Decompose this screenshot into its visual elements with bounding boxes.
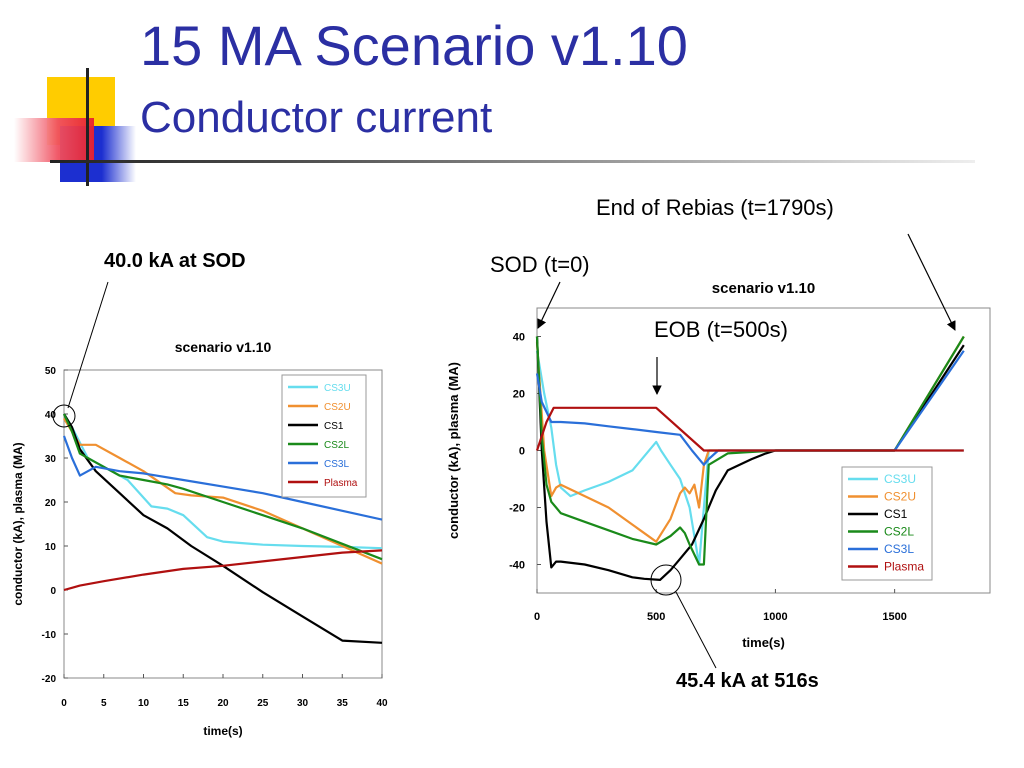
chart-title: scenario v1.10 [712,280,815,297]
chart-left: scenario v1.10 time(s) conductor (kA), pla… [11,339,388,738]
x-tick-label: 5 [101,698,107,709]
legend-box [281,374,367,498]
series-line-cs1 [535,336,965,582]
y-tick-label: 20 [513,389,525,401]
callout-circle-sod-peak [52,404,76,428]
legend-entry: Plasma [324,478,358,489]
callout-circle-min-cs1 [650,564,682,596]
series-line-cs3l [62,435,383,521]
y-tick-label: -20 [42,674,57,685]
x-tick-label: 0 [61,698,67,709]
x-tick-label: 1000 [763,611,787,623]
x-tick-label: 25 [257,698,269,709]
annotation-sod: SOD (t=0) [490,252,590,277]
y-tick-label: 40 [513,332,525,344]
y-tick-label: 0 [50,586,56,597]
annotation-lines [52,233,956,669]
annotation-rebias: End of Rebias (t=1790s) [596,195,834,220]
y-tick-label: 10 [45,542,57,553]
y-tick-label: 0 [519,446,525,458]
chart-right: scenario v1.10 time(s) conductor (kA), pla… [446,280,991,650]
legend: CS3U CS2U CS1 CS2L CS3L Plasma [281,374,367,498]
deco-red-square [14,118,94,162]
deco-vertical-line [86,68,89,186]
arrow-sod [537,281,561,329]
series-line-cs1 [63,413,383,644]
y-tick-label: -10 [42,630,57,641]
x-tick-label: 15 [178,698,190,709]
annotation-sod-peak: 40.0 kA at SOD [104,250,246,272]
legend-entry: CS3L [884,542,914,556]
legend-entry: CS2U [884,490,916,504]
x-tick-label: 40 [376,698,388,709]
y-axis-label: conductor (kA), plasma (MA) [11,442,25,605]
x-axis-label: time(s) [203,724,242,738]
y-tick-label: -20 [509,503,525,515]
legend-entry: CS2L [324,440,349,451]
callout-line-min-cs1 [675,591,717,669]
series-line-plasma [63,549,383,592]
series-line-plasma [535,406,964,452]
series-line-cs2l [535,335,965,566]
legend-box [841,466,933,581]
legend-entry: CS2L [884,525,914,539]
x-tick-label: 35 [337,698,349,709]
series-line-cs2l [62,413,383,561]
legend-entry: CS3L [324,459,349,470]
x-axis-label: time(s) [742,635,785,650]
y-tick-label: 40 [45,410,57,421]
legend-entry: CS2U [324,402,351,413]
x-tick-label: 500 [647,611,665,623]
x-tick-label: 10 [138,698,150,709]
legend-entry: Plasma [884,560,924,574]
y-axis-label: conductor (kA), plasma (MA) [446,362,461,539]
callout-line-sod-peak [67,281,109,409]
legend: CS3U CS2U CS1 CS2L CS3L Plasma [841,466,933,581]
legend-entry: CS1 [884,507,908,521]
x-tick-label: 30 [297,698,309,709]
y-tick-label: 30 [45,454,57,465]
slide-title: 15 MA Scenario v1.10 [140,14,688,77]
slide-subtitle: Conductor current [140,93,493,142]
chart-title: scenario v1.10 [175,339,272,355]
arrow-rebias [907,233,956,331]
x-tick-label: 0 [534,611,540,623]
y-tick-label: 20 [45,498,57,509]
x-tick-label: 20 [217,698,229,709]
legend-entry: CS3U [884,472,916,486]
deco-horizontal-line [50,160,975,163]
annotation-eob: EOB (t=500s) [654,317,788,342]
y-tick-label: -40 [509,560,525,572]
y-tick-label: 50 [45,366,57,377]
annotation-min-cs1: 45.4 kA at 516s [676,670,819,692]
legend-entry: CS3U [324,383,351,394]
legend-entry: CS1 [324,421,344,432]
x-tick-label: 1500 [882,611,906,623]
